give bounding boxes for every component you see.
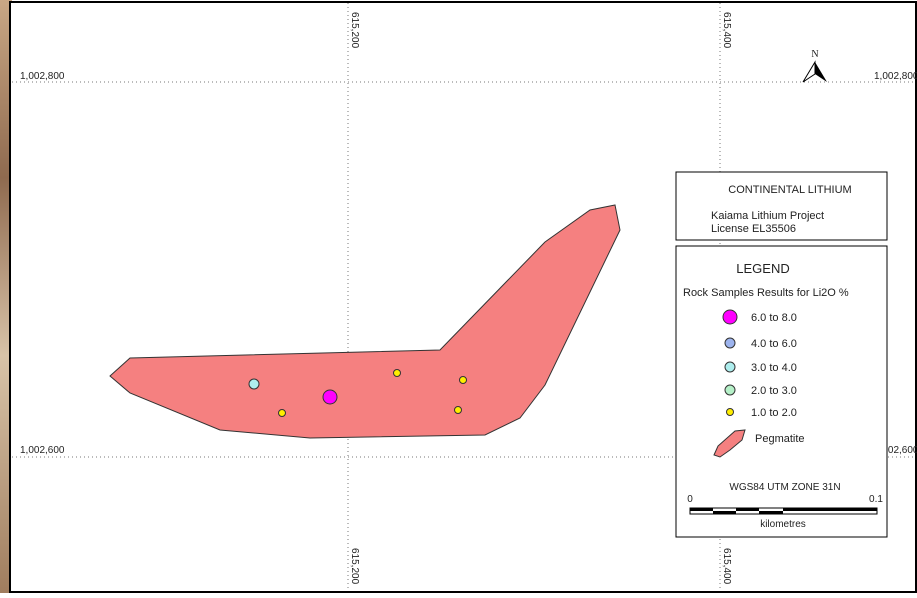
north-label: N	[811, 49, 818, 60]
company-name: CONTINENTAL LITHIUM	[728, 184, 851, 196]
sample-point	[459, 376, 467, 384]
legend-item: Pegmatite	[755, 433, 805, 445]
legend-symbol	[724, 337, 736, 349]
legend-item: 6.0 to 8.0	[751, 312, 797, 324]
easting-label: 615,200	[349, 548, 360, 585]
legend-box	[675, 245, 888, 538]
legend-symbol	[713, 429, 746, 458]
sample-point	[322, 389, 338, 405]
north-arrow	[815, 62, 827, 82]
license: License EL35506	[711, 223, 796, 235]
legend-symbol	[726, 408, 734, 416]
legend-item: 1.0 to 2.0	[751, 407, 797, 419]
scale-bar	[689, 507, 878, 515]
northing-label: 1,002,600	[874, 445, 917, 456]
scale-label: 0	[687, 494, 693, 505]
legend-title: LEGEND	[736, 261, 789, 276]
easting-label: 615,400	[721, 548, 732, 585]
sample-point	[278, 409, 286, 417]
scale-unit: kilometres	[760, 519, 806, 530]
project-name: Kaiama Lithium Project	[711, 210, 824, 222]
legend-symbol	[722, 309, 738, 325]
legend-item: 3.0 to 4.0	[751, 362, 797, 374]
easting-label: 615,400	[721, 12, 732, 49]
northing-label: 1,002,800	[20, 71, 65, 82]
projection: WGS84 UTM ZONE 31N	[729, 482, 840, 493]
sample-point	[248, 378, 260, 390]
northing-label: 1,002,800	[874, 71, 917, 82]
title-box	[675, 171, 888, 241]
legend-symbol	[724, 361, 736, 373]
sample-point	[454, 406, 462, 414]
legend-subtitle: Rock Samples Results for Li2O %	[683, 287, 849, 299]
easting-label: 615,200	[349, 12, 360, 49]
pegmatite-area	[109, 204, 621, 439]
legend-item: 4.0 to 6.0	[751, 338, 797, 350]
legend-symbol	[724, 384, 736, 396]
scale-label: 0.1	[869, 494, 883, 505]
northing-label: 1,002,600	[20, 445, 65, 456]
legend-item: 2.0 to 3.0	[751, 385, 797, 397]
sample-point	[393, 369, 401, 377]
